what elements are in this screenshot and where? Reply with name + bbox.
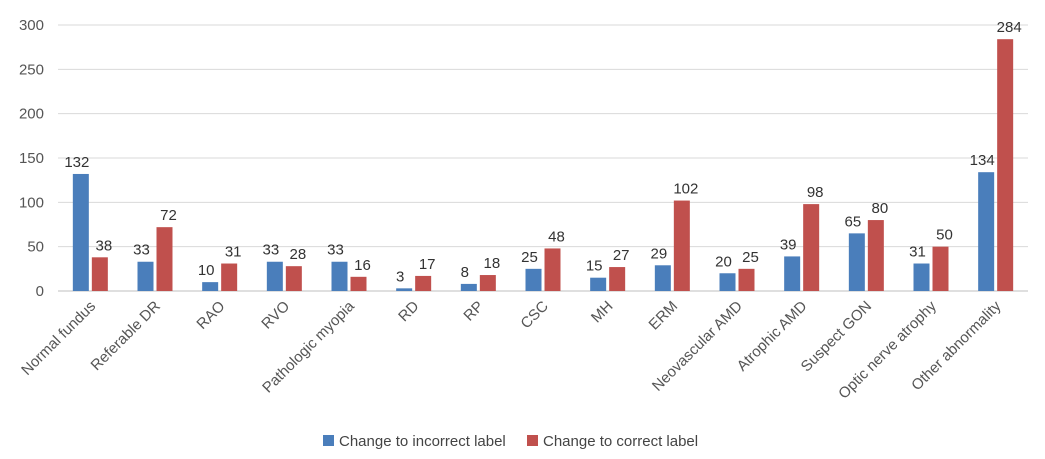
- data-label: 8: [461, 264, 469, 281]
- data-label: 38: [95, 237, 112, 254]
- data-label: 48: [548, 228, 565, 245]
- bar: [72, 173, 89, 291]
- legend-swatch: [527, 435, 538, 446]
- y-tick-label: 150: [19, 150, 44, 167]
- data-label: 102: [673, 181, 698, 198]
- data-label: 28: [289, 246, 306, 263]
- y-tick-label: 300: [19, 17, 44, 34]
- legend: Change to incorrect label Change to corre…: [323, 433, 698, 450]
- data-label: 10: [198, 262, 215, 279]
- data-label: 18: [483, 255, 500, 272]
- bar: [331, 261, 348, 291]
- data-label: 132: [64, 154, 89, 171]
- bar: [932, 246, 949, 291]
- data-label: 29: [650, 245, 667, 262]
- data-label: 25: [521, 249, 538, 266]
- x-tick-label: Normal fundus: [18, 298, 99, 379]
- x-tick-label: RP: [460, 298, 487, 325]
- bar: [221, 263, 238, 291]
- data-label: 33: [133, 242, 150, 259]
- bar: [415, 275, 432, 291]
- bar: [396, 288, 413, 291]
- y-tick-label: 50: [27, 239, 44, 256]
- data-label: 16: [354, 257, 371, 274]
- bar: [91, 257, 108, 291]
- bar: [266, 261, 283, 291]
- bar: [673, 200, 690, 291]
- legend-label: Change to correct label: [543, 433, 698, 450]
- bar: [719, 273, 736, 291]
- data-label: 25: [742, 249, 759, 266]
- x-tick-label: ERM: [646, 298, 682, 334]
- data-label: 27: [613, 247, 630, 264]
- legend-swatch: [323, 435, 334, 446]
- data-label: 20: [715, 253, 732, 270]
- bar: [609, 267, 626, 291]
- bar: [803, 204, 820, 291]
- data-label: 17: [419, 256, 436, 273]
- bars: [72, 39, 1014, 291]
- bar: [848, 233, 865, 291]
- bar: [738, 268, 755, 291]
- data-label: 134: [970, 152, 995, 169]
- bar: [590, 277, 607, 291]
- bar: [544, 248, 561, 291]
- bar: [156, 227, 173, 291]
- data-label: 39: [780, 236, 797, 253]
- y-tick-label: 0: [36, 283, 44, 300]
- bar: [784, 256, 801, 291]
- y-tick-label: 250: [19, 61, 44, 78]
- x-tick-label: CSC: [517, 298, 552, 333]
- x-tick-label: RD: [395, 298, 422, 325]
- bar: [654, 265, 671, 291]
- bar: [867, 220, 884, 291]
- x-tick-label: MH: [588, 298, 617, 327]
- data-label: 72: [160, 207, 177, 224]
- data-labels: 132 38 33 72 10 31 33 28 33 16 3 17 8 18 25 48 15 27 29 102…: [64, 19, 1021, 285]
- x-tick-label: Referable DR: [88, 298, 164, 374]
- data-label: 33: [262, 242, 279, 259]
- y-tick-label: 100: [19, 194, 44, 211]
- bar: [978, 172, 995, 291]
- x-tick-label: RAO: [193, 298, 228, 333]
- bar: [460, 283, 477, 291]
- bar: [137, 261, 154, 291]
- data-label: 3: [396, 268, 404, 285]
- legend-label: Change to incorrect label: [339, 433, 506, 450]
- data-label: 284: [997, 19, 1022, 36]
- bar: [913, 263, 930, 291]
- data-label: 31: [225, 244, 242, 261]
- bar: [525, 268, 542, 291]
- data-label: 80: [871, 200, 888, 217]
- data-label: 15: [586, 258, 603, 275]
- bar: [479, 275, 496, 291]
- gridlines: [58, 24, 1028, 292]
- data-label: 65: [844, 213, 861, 230]
- data-label: 33: [327, 242, 344, 259]
- data-label: 31: [909, 244, 926, 261]
- y-tick-label: 200: [19, 106, 44, 123]
- bar: [285, 266, 302, 291]
- data-label: 98: [807, 184, 824, 201]
- data-label: 50: [936, 227, 953, 244]
- bar: [350, 276, 367, 291]
- bar: [997, 39, 1014, 291]
- x-tick-label: RVO: [258, 298, 293, 333]
- bar: [202, 282, 219, 291]
